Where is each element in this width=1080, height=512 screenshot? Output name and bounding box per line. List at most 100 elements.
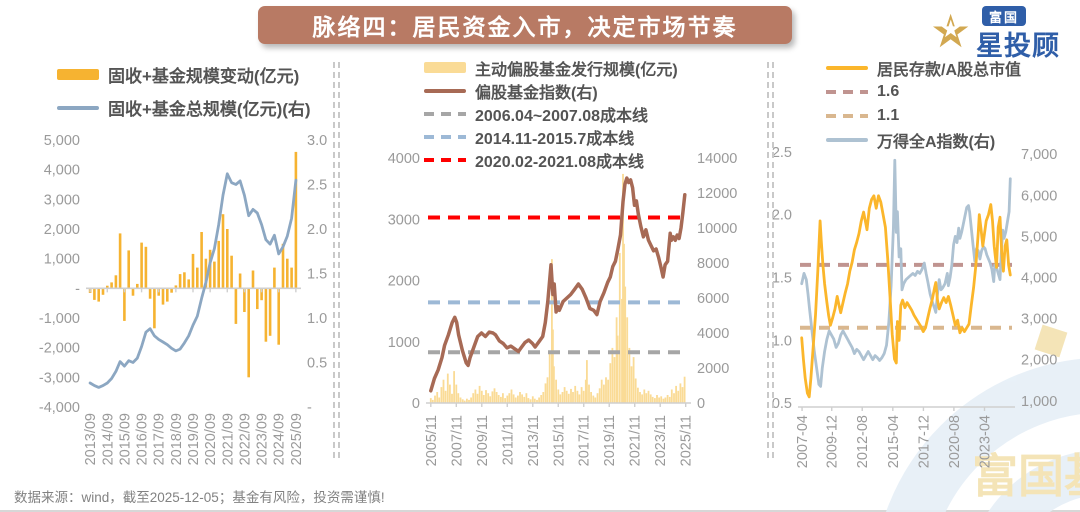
panel-separator-right-2 xyxy=(772,62,774,458)
right-axis-tick: 14000 xyxy=(697,151,737,167)
left-axis-tick: -2,000 xyxy=(39,341,80,357)
x-axis-label: 2025/11 xyxy=(679,415,695,466)
legend-label: 1.6 xyxy=(877,83,900,100)
legend-item: 2020.02-2021.08成本线 xyxy=(424,148,678,171)
x-axis-label: 2009-12 xyxy=(825,415,841,468)
page-title-text: 脉络四：居民资金入市，决定市场节奏 xyxy=(312,14,738,40)
panel-separator-right xyxy=(767,62,769,458)
x-axis-label: 2015-04 xyxy=(886,415,902,468)
legend-label: 1.1 xyxy=(877,107,900,124)
legend-label: 偏股基金指数(右) xyxy=(475,84,598,102)
x-axis-label: 2007/11 xyxy=(449,415,465,466)
dash-swatch-icon xyxy=(424,134,466,139)
legend-label: 主动偏股基金发行规模(亿元) xyxy=(475,61,678,79)
x-axis-label: 2017/11 xyxy=(577,415,593,466)
left-axis-tick: -1,000 xyxy=(39,311,80,327)
x-axis-label: 2009/11 xyxy=(475,415,491,466)
left-axis-tick: 3000 xyxy=(388,212,420,228)
x-axis-label: 2020/09 xyxy=(203,413,219,465)
panel-separator-left-2 xyxy=(338,62,340,458)
x-axis-label: 2015/09 xyxy=(117,413,133,465)
right-axis-tick: 3.0 xyxy=(307,133,327,149)
right-axis-tick: 4000 xyxy=(697,326,729,342)
x-axis-label: 2019/09 xyxy=(186,413,202,465)
x-axis-label: 2020-08 xyxy=(947,415,963,468)
right-axis-tick: 12000 xyxy=(697,186,737,202)
legend-item: 主动偏股基金发行规模(亿元) xyxy=(424,56,678,79)
line-series xyxy=(429,176,687,393)
right-axis-tick: 1.0 xyxy=(307,311,327,327)
bottom-divider xyxy=(0,510,1080,512)
right-axis-tick: 0.5 xyxy=(307,356,327,372)
dash-swatch-icon xyxy=(424,157,466,162)
legend-item: 2014.11-2015.7成本线 xyxy=(424,125,678,148)
left-axis-tick: 2000 xyxy=(388,274,420,290)
dash-swatch-icon xyxy=(826,90,868,94)
legend-label: 2014.11-2015.7成本线 xyxy=(475,130,635,148)
x-axis-label: 2023-04 xyxy=(977,415,993,468)
right-axis-tick: 8000 xyxy=(697,256,729,272)
x-axis-label: 2017-12 xyxy=(916,415,932,468)
right-axis-tick: 2000 xyxy=(697,361,729,377)
left-axis-tick: -4,000 xyxy=(39,400,80,416)
right-axis-tick: 2,000 xyxy=(1021,353,1057,369)
legend-item: 固收+基金总规模(亿元)(右) xyxy=(57,91,311,124)
legend-item: 万得全A指数(右) xyxy=(826,128,1021,152)
x-axis-label: 2005/11 xyxy=(424,415,440,466)
x-axis-label: 2012-08 xyxy=(855,415,871,468)
x-axis-label: 2021/11 xyxy=(628,415,644,466)
line-series xyxy=(800,158,1012,388)
bar-swatch-icon xyxy=(57,69,99,80)
line-series xyxy=(800,194,1012,399)
left-axis-tick: 1.0 xyxy=(772,333,792,349)
line-swatch-icon xyxy=(826,66,868,70)
x-axis-label: 2013/09 xyxy=(83,413,99,465)
brand-badge: 富国 xyxy=(982,6,1026,26)
brand-name: 星投顾 xyxy=(976,31,1060,61)
x-axis-label: 2021/09 xyxy=(220,413,236,465)
star-inner-icon: ★ xyxy=(940,16,962,43)
left-axis-tick: 1.5 xyxy=(772,271,792,287)
left-axis-tick: 4,000 xyxy=(44,163,80,179)
x-axis-label: 2023/11 xyxy=(653,415,669,466)
watermark: 富国基金 xyxy=(886,324,1080,512)
right-axis-tick: 6000 xyxy=(697,291,729,307)
x-axis-label: 2019/11 xyxy=(602,415,618,466)
right-axis-tick: 2.5 xyxy=(307,178,327,194)
x-axis-label: 2015/11 xyxy=(551,415,567,466)
panel-separator-left xyxy=(333,62,335,458)
star-icon: ★ xyxy=(930,5,972,57)
right-axis-tick: 1,000 xyxy=(1021,394,1057,410)
left-axis-tick: 1000 xyxy=(388,335,420,351)
dash-swatch-icon xyxy=(424,111,466,116)
x-axis-label: 2024/09 xyxy=(272,413,288,465)
legend-label: 固收+基金规模变动(亿元) xyxy=(108,67,300,86)
right-axis-tick: 10000 xyxy=(697,221,737,237)
right-chart-legend: 居民存款/A股总市值 1.6 1.1 万得全A指数(右) xyxy=(826,56,1021,152)
right-axis-tick: 7,000 xyxy=(1021,147,1057,163)
page-title: 脉络四：居民资金入市，决定市场节奏 xyxy=(258,6,792,44)
left-axis-tick: 5,000 xyxy=(44,133,80,149)
left-axis-tick: 0.5 xyxy=(772,396,792,412)
x-axis-label: 2022/09 xyxy=(237,413,253,465)
right-axis-tick: 3,000 xyxy=(1021,312,1057,328)
legend-item: 固收+基金规模变动(亿元) xyxy=(57,58,311,91)
gushou-fund-chart: 5,0004,0003,0002,0001,000--1,000-2,000-3… xyxy=(39,133,327,465)
middle-chart-legend: 主动偏股基金发行规模(亿元) 偏股基金指数(右) 2006.04~2007.08成本… xyxy=(424,56,678,171)
right-axis-tick: 2.0 xyxy=(307,222,327,238)
left-axis-tick: -3,000 xyxy=(39,370,80,386)
bars-series xyxy=(88,151,298,378)
right-axis-tick: 5,000 xyxy=(1021,229,1057,245)
dash-swatch-icon xyxy=(826,114,868,118)
legend-label: 2006.04~2007.08成本线 xyxy=(475,107,649,125)
left-axis-tick: 1,000 xyxy=(44,252,80,268)
left-axis-tick: 3,000 xyxy=(44,192,80,208)
line-swatch-icon xyxy=(424,88,466,93)
line-swatch-icon xyxy=(57,105,99,110)
legend-item: 居民存款/A股总市值 xyxy=(826,56,1021,80)
x-axis-label: 2017/09 xyxy=(152,413,168,465)
left-axis-tick: 2.5 xyxy=(772,145,792,161)
right-axis-tick: - xyxy=(307,400,312,416)
